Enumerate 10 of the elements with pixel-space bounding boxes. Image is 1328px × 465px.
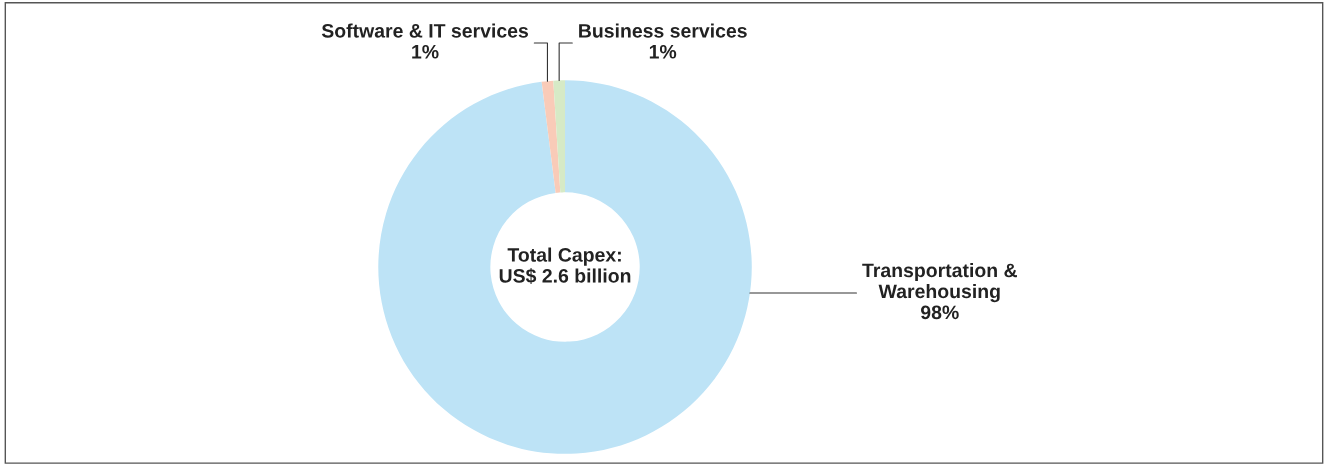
text: Total Capex: US$ 2.6 billion: [499, 247, 631, 284]
donut-slice: [553, 80, 566, 193]
data-label: 98%: [921, 305, 959, 320]
donut-slice: [378, 80, 752, 454]
data-label: 1%: [649, 44, 677, 59]
data-label: 1%: [412, 44, 439, 59]
slice-label: Transportation & Warehousing: [862, 262, 1017, 303]
slice-label: Business services: [579, 23, 747, 38]
slice-label: Software & IT services: [321, 23, 528, 38]
donut-slice: [541, 80, 561, 193]
